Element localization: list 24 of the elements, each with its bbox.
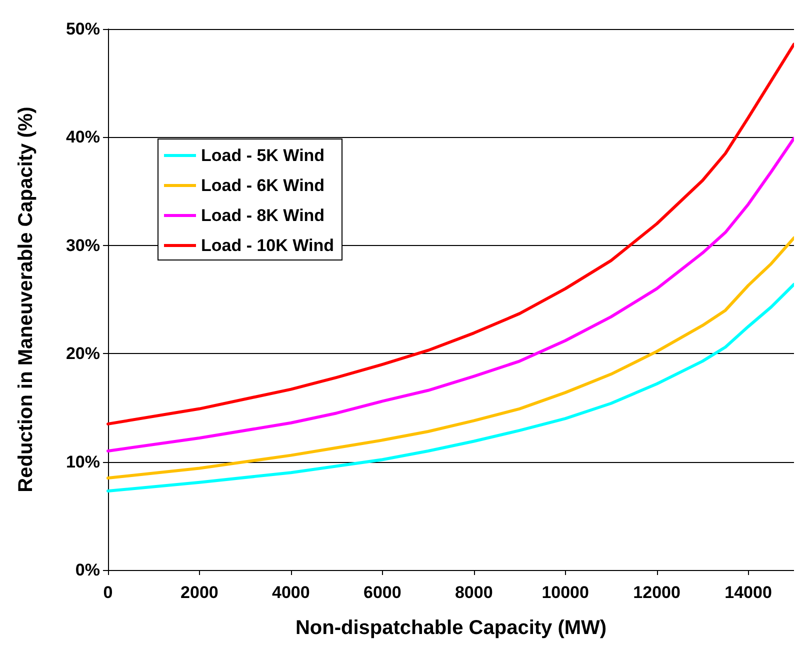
y-tick-label: 20% (66, 344, 100, 364)
line-series (106, 42, 794, 426)
x-tick-label: 4000 (272, 583, 310, 602)
y-tick-label: 50% (66, 20, 100, 38)
line-series (106, 282, 794, 493)
x-tick-label: 2000 (180, 583, 218, 602)
legend-label: Load - 6K Wind (201, 176, 325, 195)
y-tick-label: 0% (75, 560, 100, 580)
legend-label: Load - 8K Wind (201, 206, 325, 225)
legend-label: Load - 5K Wind (201, 146, 325, 165)
x-axis-title: Non-dispatchable Capacity (MW) (295, 617, 607, 639)
x-tick-label: 0 (103, 583, 113, 602)
y-tick-label: 30% (66, 236, 100, 255)
x-tick-label: 14000 (724, 583, 772, 602)
line-series (106, 236, 794, 480)
x-tick-label: 8000 (454, 583, 493, 602)
x-tick-label: 6000 (363, 583, 402, 602)
y-tick-label: 40% (66, 128, 100, 147)
legend-label: Load - 10K Wind (201, 236, 334, 255)
x-tick-label: 10000 (542, 583, 589, 602)
y-tick-label: 10% (66, 452, 100, 472)
x-tick-label: 12000 (633, 583, 680, 602)
y-axis-title: Reduction in Maneuverable Capacity (%) (15, 106, 37, 492)
line-series (106, 136, 794, 452)
